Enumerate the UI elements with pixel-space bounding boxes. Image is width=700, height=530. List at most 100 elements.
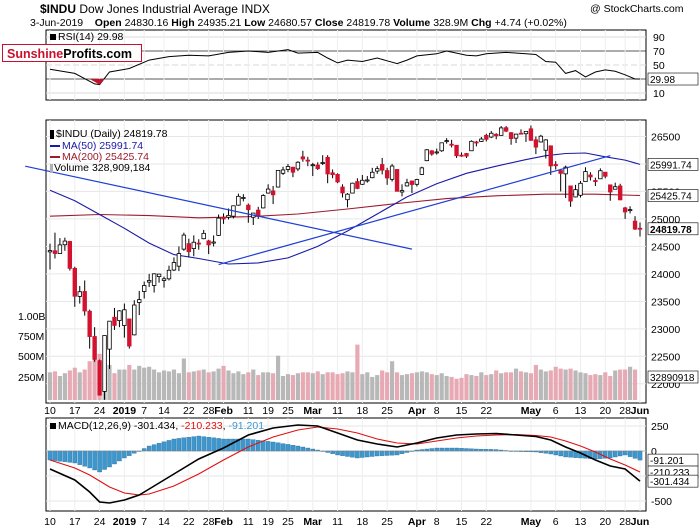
- candle-body: [191, 241, 196, 249]
- axis-labels-layer: 2650026000255002500024500240002350023000…: [18, 32, 699, 528]
- macd-histogram-bar: [454, 447, 459, 452]
- volume-bar: [82, 369, 87, 400]
- macd-separator-1: ,: [175, 420, 179, 432]
- copyright[interactable]: @ StockCharts.com: [590, 3, 684, 15]
- time-tick-label: 25: [381, 516, 393, 528]
- candle-body: [608, 184, 613, 193]
- macd-histogram-bar: [558, 450, 563, 457]
- volume-value: 328.9M: [433, 17, 469, 29]
- candlestick-layer: [47, 125, 643, 400]
- candle-body: [538, 135, 544, 143]
- macd-signal-tag: -210.233: [650, 468, 690, 479]
- time-tick-label: 22: [183, 405, 195, 417]
- macd-histogram-bar: [122, 450, 127, 459]
- time-tick-label: Apr: [408, 516, 426, 528]
- macd-histogram-bar: [459, 448, 464, 452]
- macd-histogram-bar: [632, 450, 638, 459]
- symbol: $INDU: [40, 2, 77, 16]
- candle-body: [503, 127, 509, 132]
- candle-body: [171, 262, 177, 271]
- volume-bar: [206, 372, 211, 400]
- macd-histogram-bar: [280, 443, 286, 452]
- macd-histogram-bar: [146, 445, 152, 452]
- macd-histogram-bar: [365, 450, 370, 458]
- macd-histogram-bar: [161, 441, 167, 452]
- candle-body: [622, 207, 628, 213]
- candle-body: [523, 130, 529, 135]
- macd-histogram-bar: [389, 450, 395, 456]
- instrument-name: Dow Jones Industrial Average: [79, 2, 238, 16]
- candle-body: [637, 227, 643, 230]
- candle-body: [404, 182, 410, 187]
- volume-bar: [553, 366, 558, 400]
- volume-bar: [47, 372, 53, 400]
- rsi-line: [49, 49, 640, 86]
- candle-body: [553, 164, 558, 167]
- volume-bar: [573, 370, 578, 400]
- volume-bar: [434, 375, 439, 400]
- macd-histogram-bar: [82, 450, 87, 467]
- volume-bar: [414, 372, 419, 400]
- candle-body: [92, 336, 97, 360]
- volume-bar: [216, 368, 221, 400]
- candle-body: [176, 253, 182, 267]
- candle-body: [82, 291, 87, 312]
- volume-bar: [152, 369, 157, 400]
- chg-value: +4.74 (+0.02%): [494, 17, 567, 29]
- candle-body: [409, 180, 415, 185]
- volume-bar: [285, 374, 291, 400]
- rsi-value-tag-box: [647, 72, 699, 86]
- macd-histogram-bar: [335, 450, 340, 456]
- candle-body: [161, 278, 167, 281]
- candle-body: [399, 190, 405, 193]
- macd-histogram-bar: [617, 450, 623, 457]
- candle-body: [62, 240, 68, 246]
- macd-histogram-bar: [627, 450, 633, 457]
- time-tick-label: 24: [94, 405, 106, 417]
- macd-histogram-bar: [196, 435, 201, 452]
- candle-body: [479, 138, 484, 142]
- macd-histogram-bar: [176, 438, 182, 452]
- time-tick-label: 10: [44, 405, 56, 417]
- chg-label: Chg: [471, 17, 492, 29]
- macd-histogram-bar: [181, 437, 187, 452]
- candle-body: [57, 244, 63, 254]
- volume-bar: [598, 375, 603, 400]
- ohlc-readout: 3-Jun-2019 Open 24830.16 High 24935.21 L…: [30, 17, 567, 30]
- volume-bar: [132, 369, 137, 400]
- time-tick-label: 22: [183, 516, 195, 528]
- macd-histogram-bar: [97, 450, 102, 473]
- volume-bar: [266, 372, 271, 400]
- candle-body: [593, 180, 598, 183]
- candle-body: [117, 310, 122, 321]
- macd-histogram-bar: [117, 450, 122, 462]
- volume-bar: [464, 374, 469, 400]
- ma50-swatch: [50, 145, 60, 148]
- macd-histogram-bar: [399, 450, 405, 454]
- candle-body: [151, 273, 157, 286]
- volume-bar: [107, 364, 112, 400]
- time-tick-label: 28: [203, 516, 215, 528]
- macd-histogram-bar: [543, 450, 549, 454]
- candle-body: [112, 316, 117, 326]
- macd-histogram-bar: [211, 437, 216, 452]
- volume-bar: [211, 371, 216, 400]
- volume-bar: [444, 376, 449, 400]
- candle-body: [384, 170, 390, 179]
- trendline-layer: [25, 155, 611, 266]
- volume-bar: [499, 373, 504, 400]
- ma200-line: [49, 193, 641, 219]
- time-tick-label: 25: [381, 405, 393, 417]
- macd-histogram-bar: [290, 445, 296, 452]
- volume-bar: [409, 373, 415, 400]
- time-tick-label: 24: [94, 516, 106, 528]
- volume-bar: [538, 369, 543, 400]
- volume-bar: [588, 375, 593, 400]
- candle-body: [598, 170, 603, 180]
- candle-body: [370, 171, 375, 179]
- logo-part2: Profits.com: [63, 47, 133, 61]
- open-label: Open: [94, 17, 122, 29]
- macd-value-tag-box: [647, 474, 699, 488]
- time-tick-label: 7: [141, 516, 147, 528]
- candle-body: [528, 128, 534, 141]
